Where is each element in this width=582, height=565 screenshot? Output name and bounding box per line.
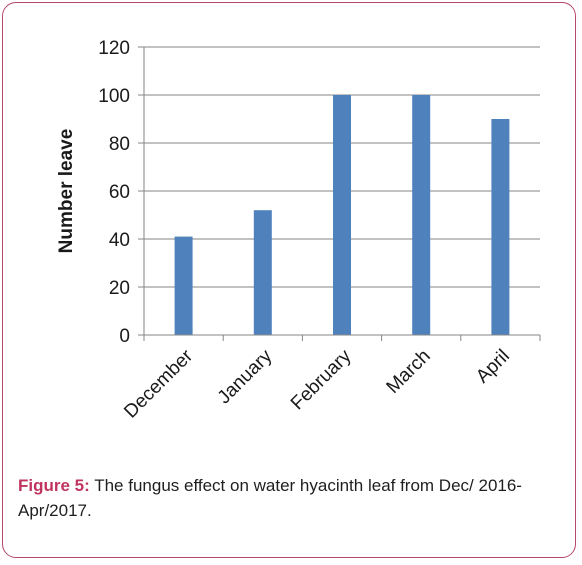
caption-label: Figure 5: <box>18 476 90 495</box>
bar-april <box>491 119 510 335</box>
bar-february <box>333 95 351 335</box>
y-tick-label: 40 <box>109 230 130 251</box>
y-tick-label: 80 <box>109 134 130 155</box>
bar-december <box>174 236 193 335</box>
caption-text: The fungus effect on water hyacinth leaf… <box>18 476 522 520</box>
y-tick-label: 60 <box>109 182 130 203</box>
x-tick-label: April <box>472 346 514 388</box>
bar-chart: 0 20 40 60 80 100 120 December January February M… <box>56 38 541 423</box>
x-tick-label: February <box>287 345 356 414</box>
y-tick-label: 100 <box>98 86 130 107</box>
x-tick-label: March <box>383 346 435 398</box>
axes <box>138 46 541 341</box>
bar-january <box>253 210 272 335</box>
figure-caption: Figure 5: The fungus effect on water hya… <box>18 473 566 523</box>
x-tick-label: December <box>120 345 197 422</box>
y-axis-label: Number leave <box>56 129 77 254</box>
y-tick-label: 0 <box>119 326 130 347</box>
x-tick-labels: December January February March April <box>120 345 514 422</box>
bar-march <box>412 95 431 335</box>
y-tick-labels: 0 20 40 60 80 100 120 <box>98 38 130 347</box>
bars <box>174 95 510 335</box>
x-tick-label: January <box>214 345 277 408</box>
y-tick-label: 120 <box>98 38 130 59</box>
y-tick-label: 20 <box>109 278 130 299</box>
